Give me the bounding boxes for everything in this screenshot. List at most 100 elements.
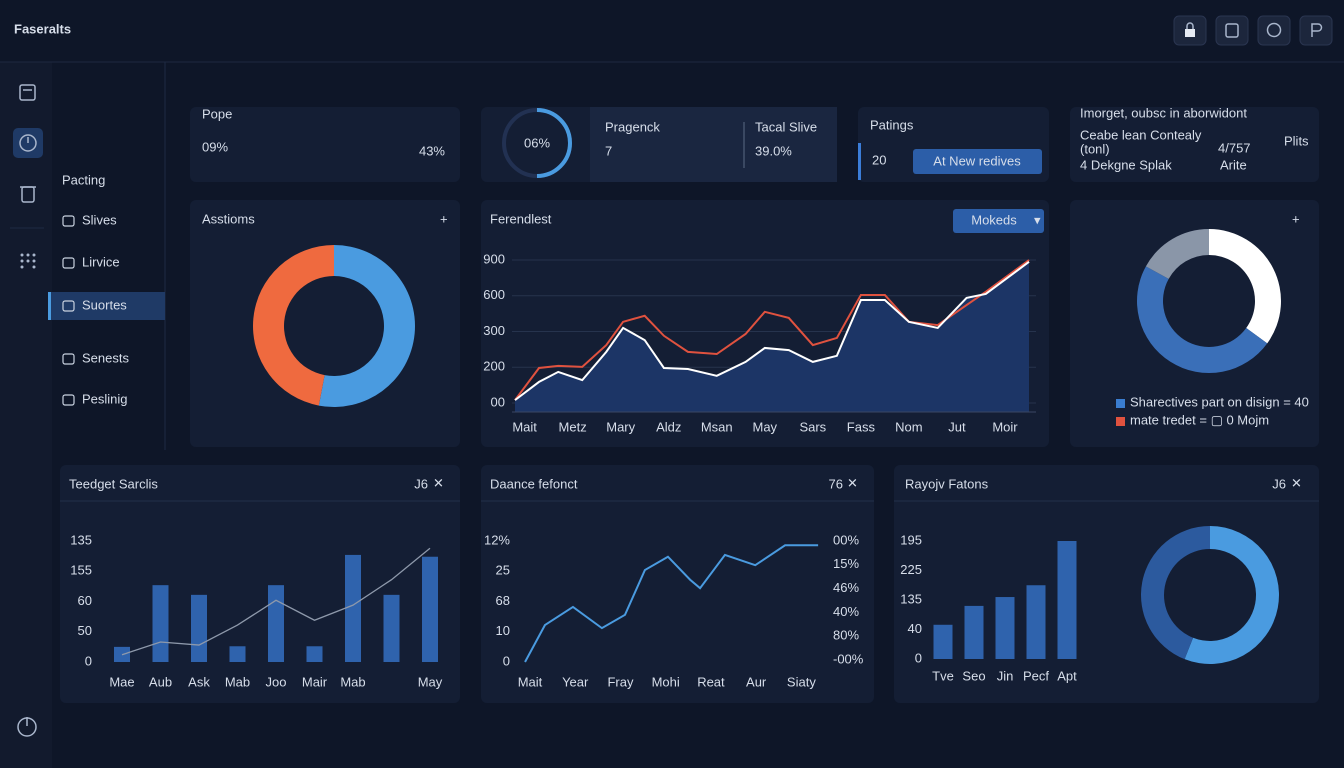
add-icon[interactable]: + (440, 211, 448, 226)
donut-segment (318, 245, 415, 407)
button[interactable] (913, 149, 1042, 174)
x-tick-label: Jut (948, 419, 966, 434)
header-icon[interactable] (1299, 15, 1333, 46)
dropdown-caret: ▾ (1034, 212, 1041, 227)
stat-label: Pragenck (605, 119, 660, 134)
bar (933, 624, 953, 659)
rail-icon-active[interactable] (13, 128, 43, 158)
header-icon[interactable] (1215, 15, 1249, 46)
nav-item[interactable]: Peslinig (82, 391, 128, 406)
nav-icon[interactable] (62, 353, 75, 365)
accent-bar (858, 143, 861, 180)
y-tick-label: -00% (833, 651, 864, 666)
nav-icon[interactable] (62, 215, 75, 227)
x-tick-label: Year (562, 674, 589, 689)
button-label[interactable]: At New redives (933, 153, 1021, 168)
legend-swatch (1116, 399, 1125, 408)
nav-item[interactable]: Slives (82, 212, 117, 227)
y-tick-label: 25 (496, 563, 510, 578)
x-tick-label: Metz (559, 419, 587, 434)
x-tick-label: Moir (992, 419, 1018, 434)
donut-segment (1184, 526, 1279, 664)
donut-segment (1136, 266, 1268, 374)
bar (995, 597, 1015, 659)
x-tick-label: Sars (799, 419, 826, 434)
nav-active[interactable] (48, 292, 165, 320)
stat-label: Tacal Slive (755, 119, 817, 134)
x-tick-label: Reat (697, 674, 725, 689)
close-icon[interactable]: ✕ (1291, 475, 1302, 490)
chart-title: Rayojv Fatons (905, 476, 989, 491)
stat-card (190, 107, 460, 182)
stat-count: 20 (872, 152, 886, 167)
chart-title: Asstioms (202, 211, 255, 226)
x-tick-label: Mair (302, 674, 328, 689)
chart-title: Teedget Sarclis (69, 476, 158, 491)
rail-icon[interactable] (20, 186, 36, 203)
x-tick-label: Pecf (1023, 668, 1049, 683)
add-icon[interactable]: + (1292, 211, 1300, 226)
y-tick-label: 80% (833, 628, 859, 643)
close-icon[interactable]: ✕ (433, 475, 444, 490)
y-tick-label: 135 (900, 591, 922, 606)
nav-icon[interactable] (62, 394, 75, 406)
stat-value: 7 (605, 143, 612, 158)
stat-change: 43% (419, 143, 445, 158)
bar (1026, 585, 1046, 659)
y-tick-label: 0 (503, 653, 510, 668)
x-tick-label: May (753, 419, 778, 434)
y-tick-label: 46% (833, 580, 859, 595)
y-tick-label: 40 (908, 621, 922, 636)
rail-icon[interactable] (20, 253, 36, 269)
y-tick-label: 0 (85, 653, 92, 668)
line (514, 259, 1030, 401)
power-icon[interactable] (17, 717, 37, 737)
x-tick-label: Mait (512, 419, 537, 434)
stat-link[interactable]: 4 Dekgne Splak (1080, 157, 1172, 172)
legend-label: Sharectives part on disign = 40 (1130, 394, 1309, 409)
badge: J6 (414, 476, 428, 491)
nav-icon[interactable] (62, 257, 75, 269)
stat-unit: Plits (1284, 133, 1309, 148)
sidebar-heading: Pacting (62, 172, 105, 187)
y-tick-label: 40% (833, 604, 859, 619)
stat-card-panel (590, 107, 837, 182)
close-icon[interactable]: ✕ (847, 475, 858, 490)
dropdown[interactable] (953, 209, 1044, 233)
chart-title: Ferendlest (490, 211, 552, 226)
x-tick-label: Joo (266, 674, 287, 689)
rail-icon[interactable] (19, 84, 36, 101)
nav-item[interactable]: Suortes (82, 297, 127, 312)
y-tick-label: 0 (915, 650, 922, 665)
stat-value: 39.0% (755, 143, 792, 158)
header-icon[interactable] (1173, 15, 1207, 46)
y-tick-label: 12% (484, 532, 510, 547)
chart-card (481, 465, 874, 703)
header-icon[interactable] (1257, 15, 1291, 46)
chart-card (190, 200, 460, 447)
nav-icon[interactable] (62, 300, 75, 312)
nav-item[interactable]: Lirvice (82, 254, 120, 269)
line (514, 260, 1030, 401)
x-tick-label: Msan (701, 419, 733, 434)
ring-label: 06% (524, 135, 550, 150)
x-tick-label: Ask (188, 674, 210, 689)
brand: Faseralts (14, 21, 71, 36)
bar (345, 554, 361, 662)
line (524, 544, 819, 663)
stat-line: (tonl) (1080, 141, 1110, 156)
line (121, 547, 431, 656)
x-tick-label: Aldz (656, 419, 681, 434)
legend-label: mate tredet = ▢ 0 Mojm (1130, 412, 1269, 427)
dropdown-label[interactable]: Mokeds (971, 212, 1017, 227)
bar (383, 594, 400, 662)
y-tick-label: 50 (78, 623, 92, 638)
y-tick-label: 00% (833, 532, 859, 547)
icon-rail (0, 62, 52, 768)
x-tick-label: Mait (518, 674, 543, 689)
stat-title: Patings (870, 117, 914, 132)
nav-item[interactable]: Senests (82, 350, 129, 365)
bar (306, 646, 323, 662)
stat-value: 4/757 (1218, 140, 1251, 155)
stat-value: 09% (202, 139, 228, 154)
